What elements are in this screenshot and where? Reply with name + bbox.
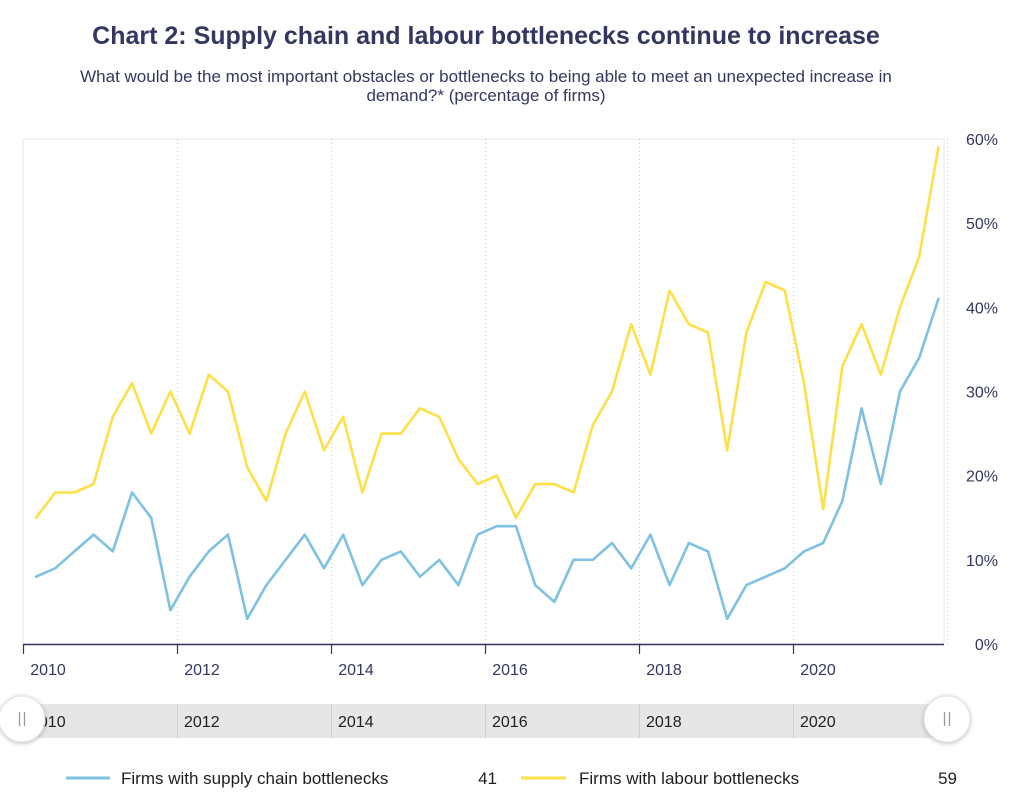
y-tick-label: 20% bbox=[966, 469, 998, 486]
legend-labour[interactable]: Firms with labour bottlenecks 59 bbox=[521, 769, 957, 788]
navigator-labels: 2010 2012 2014 2016 2018 2020 bbox=[23, 704, 836, 738]
x-tick-label: 2010 bbox=[30, 662, 66, 679]
navigator-label: 2012 bbox=[184, 714, 220, 731]
x-tick-label: 2016 bbox=[492, 662, 528, 679]
chart-subtitle: What would be the most important obstacl… bbox=[80, 67, 892, 105]
x-tick-label: 2014 bbox=[338, 662, 374, 679]
series-group bbox=[34, 146, 940, 621]
navigator-label: 2014 bbox=[338, 714, 374, 731]
labour-series-line bbox=[34, 146, 940, 520]
legend-label: Firms with supply chain bottlenecks bbox=[121, 769, 388, 788]
navigator-left-handle-circle[interactable] bbox=[0, 695, 46, 743]
navigator-right-handle-circle[interactable] bbox=[923, 695, 971, 743]
x-tick-label: 2012 bbox=[184, 662, 220, 679]
y-tick-label: 0% bbox=[975, 637, 998, 654]
navigator: 2010 2012 2014 2016 2018 2020 bbox=[0, 695, 971, 743]
grid bbox=[177, 139, 948, 644]
navigator-label: 2016 bbox=[492, 714, 528, 731]
supply-chain-series-line bbox=[34, 297, 940, 621]
legend-last-value: 41 bbox=[478, 769, 497, 788]
navigator-left-handle[interactable] bbox=[0, 695, 46, 743]
y-tick-label: 10% bbox=[966, 553, 998, 570]
x-tick-label: 2020 bbox=[800, 662, 836, 679]
navigator-right-handle[interactable] bbox=[923, 695, 971, 743]
y-tick-label: 30% bbox=[966, 385, 998, 402]
navigator-label: 2018 bbox=[646, 714, 682, 731]
legend: Firms with supply chain bottlenecks 41 Fir… bbox=[66, 769, 957, 788]
legend-supply-chain[interactable]: Firms with supply chain bottlenecks 41 bbox=[66, 769, 497, 788]
axes: 2010 2012 2014 2016 2018 2020 0% 10% 20% 30% 40% 50… bbox=[22, 132, 998, 679]
chart-title: Chart 2: Supply chain and labour bottlen… bbox=[92, 22, 880, 50]
legend-last-value: 59 bbox=[938, 769, 957, 788]
y-tick-label: 40% bbox=[966, 300, 998, 317]
y-tick-label: 60% bbox=[966, 132, 998, 149]
navigator-track[interactable] bbox=[20, 704, 944, 738]
y-tick-label: 50% bbox=[966, 216, 998, 233]
navigator-label: 2020 bbox=[800, 714, 836, 731]
x-tick-label: 2018 bbox=[646, 662, 682, 679]
legend-label: Firms with labour bottlenecks bbox=[579, 769, 799, 788]
